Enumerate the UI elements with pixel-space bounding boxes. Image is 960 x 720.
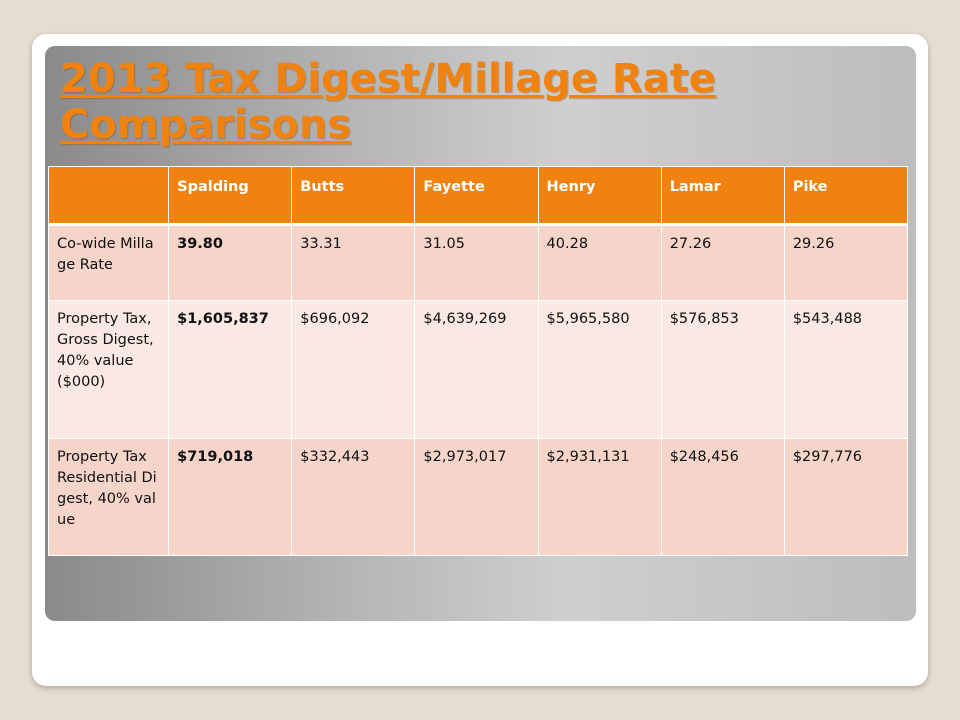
table-cell: 31.05 <box>414 224 539 301</box>
header-butts: Butts <box>291 166 416 225</box>
slide-title: 2013 Tax Digest/Millage Rate Comparisons <box>60 56 716 148</box>
table-cell: 40.28 <box>537 224 662 301</box>
header-fayette: Fayette <box>414 166 539 225</box>
table-cell: $719,018 <box>168 438 293 556</box>
table-cell: $2,931,131 <box>537 438 662 556</box>
header-spalding: Spalding <box>168 166 293 225</box>
table-cell: $543,488 <box>783 300 909 439</box>
table-cell: 39.80 <box>168 224 293 301</box>
table-cell: 27.26 <box>660 224 785 301</box>
table-row: Property Tax, Gross Digest, 40% value ($… <box>47 300 909 439</box>
table-cell: $297,776 <box>783 438 909 556</box>
table-row: Co-wide Millage Rate 39.80 33.31 31.05 4… <box>47 224 909 301</box>
header-pike: Pike <box>783 166 909 225</box>
table-cell: $696,092 <box>291 300 416 439</box>
comparison-table: Spalding Butts Fayette Henry Lamar Pike … <box>47 166 909 556</box>
table-cell: $2,973,017 <box>414 438 539 556</box>
table-cell: $4,639,269 <box>414 300 539 439</box>
table-cell: 33.31 <box>291 224 416 301</box>
header-row: Spalding Butts Fayette Henry Lamar Pike <box>47 166 909 225</box>
table-cell: 29.26 <box>783 224 909 301</box>
row-label: Property Tax, Gross Digest, 40% value ($… <box>47 300 170 439</box>
table-cell: $5,965,580 <box>537 300 662 439</box>
table-cell: $248,456 <box>660 438 785 556</box>
table-cell: $332,443 <box>291 438 416 556</box>
header-lamar: Lamar <box>660 166 785 225</box>
header-corner <box>47 166 170 225</box>
table-cell: $576,853 <box>660 300 785 439</box>
header-henry: Henry <box>537 166 662 225</box>
table-row: Property Tax Residential Digest, 40% val… <box>47 438 909 556</box>
row-label: Co-wide Millage Rate <box>47 224 170 301</box>
row-label: Property Tax Residential Digest, 40% val… <box>47 438 170 556</box>
table-cell: $1,605,837 <box>168 300 293 439</box>
